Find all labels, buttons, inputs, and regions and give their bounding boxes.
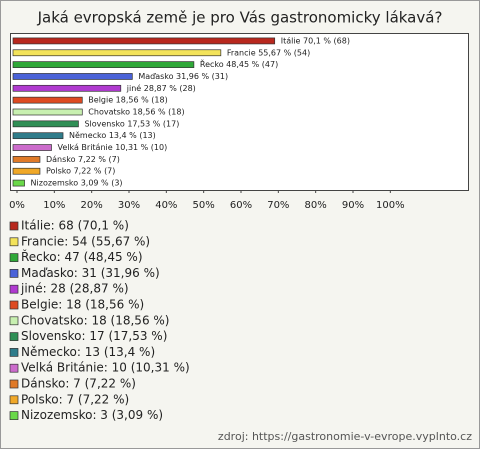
bar-label: Nizozemsko 3,09 % (3)	[31, 179, 123, 188]
legend-swatch	[9, 237, 19, 247]
bar	[12, 37, 276, 45]
bar	[12, 144, 52, 151]
bar	[12, 120, 79, 128]
bar	[12, 132, 64, 140]
x-tick-label: 80%	[305, 200, 327, 211]
x-tick-label: 0%	[9, 200, 25, 211]
bar-label: Itálie 70,1 % (68)	[281, 36, 350, 45]
legend-swatch	[9, 269, 19, 278]
bar	[12, 108, 83, 116]
legend-swatch	[9, 253, 19, 262]
legend-label: Dánsko: 7 (7,22 %)	[21, 377, 136, 391]
legend-swatch	[9, 332, 19, 341]
bar-label: Francie 55,67 % (54)	[227, 48, 310, 57]
legend-label: Belgie: 18 (18,56 %)	[21, 298, 144, 312]
x-tick-label: 10%	[43, 200, 65, 211]
bar	[12, 179, 25, 187]
legend-label: Řecko: 47 (48,45 %)	[21, 249, 143, 264]
x-tick-label: 100%	[376, 200, 405, 211]
bar	[12, 96, 83, 104]
bar-label: Chovatsko 18,56 % (18)	[88, 108, 184, 117]
legend-label: Chovatsko: 18 (18,56 %)	[21, 313, 169, 327]
bar-label: Polsko 7,22 % (7)	[46, 167, 115, 176]
source: zdroj: https://gastronomie-v-evrope.vypl…	[218, 430, 472, 443]
bar-label: Maďasko 31,96 % (31)	[138, 72, 228, 81]
x-tick-label: 50%	[193, 200, 215, 211]
x-tick-label: 90%	[342, 200, 364, 211]
legend-swatch	[9, 284, 19, 294]
legend-label: Francie: 54 (55,67 %)	[21, 234, 150, 248]
bar-label: Dánsko 7,22 % (7)	[46, 155, 120, 164]
legend-swatch	[9, 363, 19, 373]
legend-label: Polsko: 7 (7,22 %)	[21, 392, 129, 406]
legend-swatch	[9, 348, 19, 357]
legend-label: Nizozemsko: 3 (3,09 %)	[21, 408, 163, 422]
legend-swatch	[9, 316, 19, 326]
x-tick-label: 60%	[230, 200, 252, 211]
x-tick-label: 30%	[118, 200, 140, 211]
x-tick-label: 70%	[267, 200, 289, 211]
bar	[12, 61, 195, 68]
legend-label: Slovensko: 17 (17,53 %)	[21, 329, 167, 343]
legend-swatch	[9, 411, 19, 420]
bar-label: Slovensko 17,53 % (17)	[84, 119, 179, 128]
bar	[12, 156, 41, 163]
legend-swatch	[9, 395, 19, 405]
bar-label: jiné 28,87 % (28)	[126, 83, 196, 93]
bar-label: Belgie 18,56 % (18)	[88, 96, 167, 105]
legend-label: Itálie: 68 (70,1 %)	[21, 219, 129, 233]
chart-title: Jaká evropská země je pro Vás gastronomi…	[37, 9, 443, 27]
bar-label: Řecko 48,45 % (47)	[200, 59, 278, 69]
plot-area	[10, 33, 469, 191]
legend-label: Maďasko: 31 (31,96 %)	[21, 266, 160, 280]
bar-label: Německo 13,4 % (13)	[69, 131, 156, 140]
bar	[12, 73, 133, 80]
legend-swatch	[9, 379, 19, 389]
x-tick-label: 40%	[155, 200, 177, 211]
legend-swatch	[9, 300, 19, 310]
bar	[12, 84, 122, 92]
bar	[12, 167, 41, 175]
legend-label: Německo: 13 (13,4 %)	[21, 345, 155, 359]
legend-label: jiné: 28 (28,87 %)	[20, 282, 129, 296]
bar-label: Velká Británie 10,31 % (10)	[57, 143, 167, 152]
legend-swatch	[9, 221, 19, 231]
legend-label: Velká Británie: 10 (10,31 %)	[21, 361, 190, 375]
x-tick-label: 20%	[81, 200, 103, 211]
bar	[12, 49, 222, 57]
